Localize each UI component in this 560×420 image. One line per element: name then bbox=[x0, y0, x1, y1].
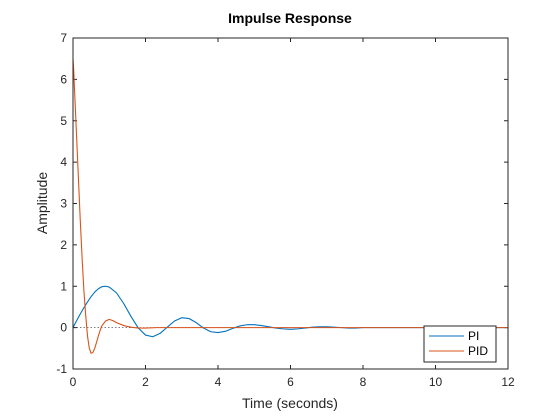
x-tick-label: 6 bbox=[287, 375, 294, 389]
y-tick-label: 5 bbox=[60, 114, 67, 128]
x-tick-label: 2 bbox=[142, 375, 149, 389]
x-tick-label: 10 bbox=[429, 375, 443, 389]
y-tick-label: 1 bbox=[60, 279, 67, 293]
x-axis-label: Time (seconds) bbox=[242, 395, 338, 411]
series-layer bbox=[72, 58, 508, 354]
series-line-pid bbox=[72, 58, 508, 354]
y-axis-label: Amplitude bbox=[34, 172, 50, 234]
plot-area bbox=[73, 38, 508, 369]
plot-frame bbox=[72, 37, 509, 370]
legend-label-pid: PID bbox=[468, 344, 488, 358]
y-tick-label: 7 bbox=[60, 31, 67, 45]
y-tick-label: 4 bbox=[60, 155, 67, 169]
x-tick-label: 8 bbox=[360, 375, 367, 389]
chart-title: Impulse Response bbox=[228, 10, 352, 26]
y-tick-label: 2 bbox=[60, 238, 67, 252]
y-tick-label: -1 bbox=[56, 362, 67, 376]
legend-box bbox=[423, 325, 497, 363]
x-tick-label: 0 bbox=[70, 375, 77, 389]
x-tick-label: 4 bbox=[215, 375, 222, 389]
y-tick-label: 0 bbox=[60, 321, 67, 335]
y-tick-label: 3 bbox=[60, 197, 67, 211]
legend-label-pi: PI bbox=[468, 329, 479, 343]
x-tick-label: 12 bbox=[501, 375, 515, 389]
y-tick-label: 6 bbox=[60, 72, 67, 86]
